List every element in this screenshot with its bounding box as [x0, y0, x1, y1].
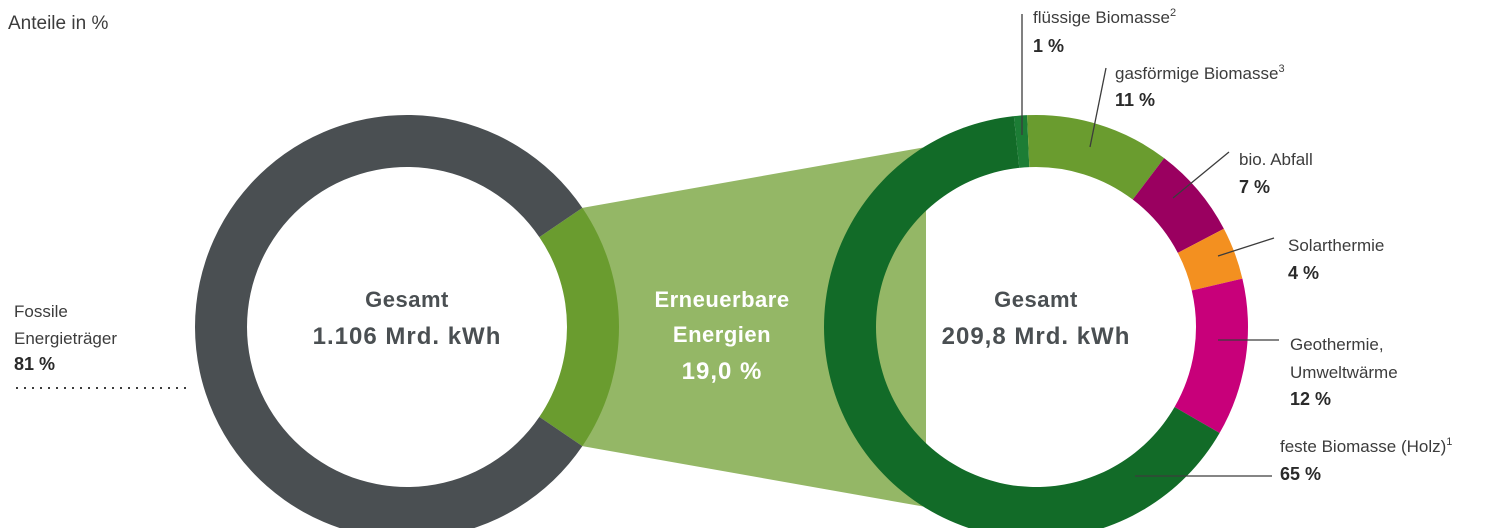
donut-total-energy	[195, 115, 620, 528]
donut-renewables	[824, 115, 1248, 528]
value-solarthermie: 4 %	[1288, 263, 1319, 283]
leader-gasfoermige	[1089, 67, 1107, 148]
slice-bio-abfall	[1132, 158, 1224, 253]
fossil-label-line2: Energieträger	[14, 329, 117, 348]
leader-bio-abfall	[1172, 151, 1230, 199]
value-geothermie: 12 %	[1290, 389, 1331, 409]
label-gasfoermige-biomasse: gasförmige Biomasse3	[1115, 63, 1285, 83]
slice-fl-ssige-biomasse	[1013, 115, 1030, 168]
label-solarthermie: Solarthermie	[1288, 236, 1384, 255]
label-bio-abfall: bio. Abfall	[1239, 150, 1313, 169]
renewables-label-line1: Erneuerbare	[654, 287, 789, 312]
donut2-center-value: 209,8 Mrd. kWh	[942, 323, 1131, 350]
value-fluessige-biomasse: 1 %	[1033, 36, 1064, 56]
donut1-center-title: Gesamt	[365, 287, 449, 312]
label-fluessige-biomasse: flüssige Biomasse2	[1033, 7, 1176, 27]
slice-erneuerbare-energien	[539, 207, 620, 447]
renewables-label-line2: Energien	[673, 322, 771, 347]
fossil-label-line1: Fossile	[14, 302, 68, 321]
sup-gasfoermige: 3	[1278, 63, 1284, 75]
donut1-center-value: 1.106 Mrd. kWh	[313, 323, 502, 350]
leader-solarthermie	[1217, 237, 1275, 257]
slice-fossile-energietr-ger	[195, 115, 583, 528]
value-feste-biomasse: 65 %	[1280, 464, 1321, 484]
label-feste-biomasse: feste Biomasse (Holz)1	[1280, 436, 1452, 456]
value-bio-abfall: 7 %	[1239, 177, 1270, 197]
label-geothermie-line2: Umweltwärme	[1290, 363, 1398, 382]
slice-geothermie-umweltw-rme	[1174, 278, 1248, 433]
renewables-value: 19,0 %	[682, 358, 763, 385]
donut2-center-title: Gesamt	[994, 287, 1078, 312]
slice-solarthermie	[1177, 228, 1243, 291]
chart-subtitle: Anteile in %	[8, 13, 108, 34]
fossil-value: 81 %	[14, 354, 55, 374]
label-geothermie-line1: Geothermie,	[1290, 335, 1384, 354]
sup-fluessige: 2	[1170, 7, 1176, 19]
connector-band	[582, 147, 926, 507]
value-gasfoermige-biomasse: 11 %	[1115, 90, 1155, 110]
slice-gasf-rmige-biomasse	[1027, 115, 1165, 200]
sup-feste: 1	[1446, 436, 1452, 448]
